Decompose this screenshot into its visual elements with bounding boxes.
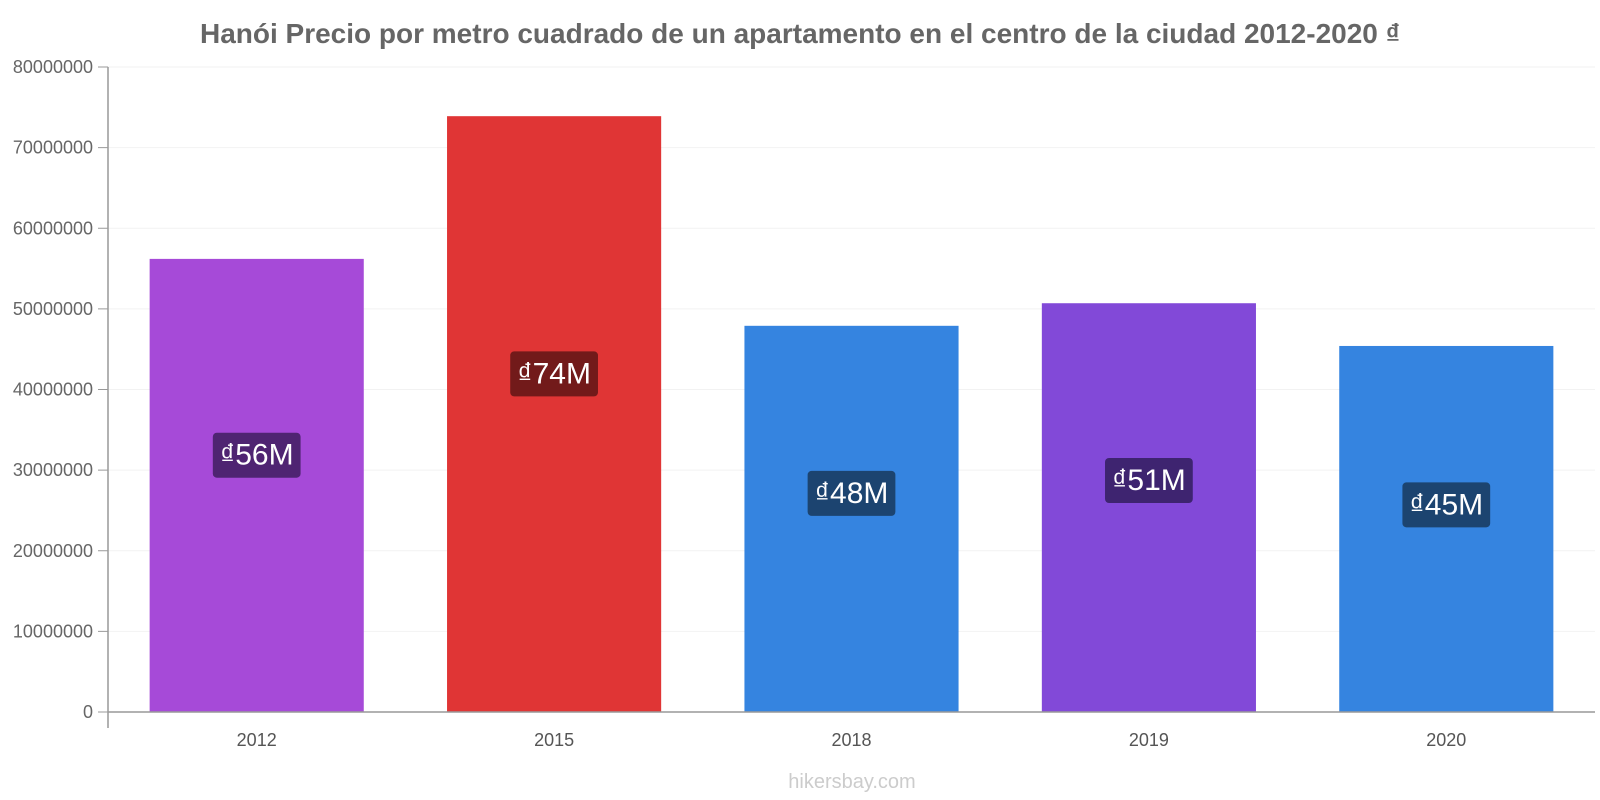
source-watermark: hikersbay.com [788, 771, 915, 793]
value-labels: ₫56M ₫74M ₫48M ₫51M ₫45M [212, 351, 1491, 528]
y-tick-label: 10000000 [13, 621, 93, 641]
x-tick-label: 2019 [1129, 730, 1169, 750]
y-tick-label: 40000000 [13, 380, 93, 400]
y-tick-label: 20000000 [13, 541, 93, 561]
data-label: ₫48M [815, 477, 889, 510]
x-tick-label: 2015 [534, 730, 574, 750]
data-label-background [510, 351, 598, 397]
data-label: ₫51M [1112, 464, 1186, 497]
data-label-background [807, 470, 896, 516]
bars [149, 116, 1554, 712]
bar-2018 [744, 325, 959, 712]
data-label: ₫45M [1409, 488, 1483, 521]
bar-2020 [1339, 345, 1554, 712]
chart-title: Hanói Precio por metro cuadrado de un ap… [200, 18, 1400, 49]
y-tick-label: 80000000 [13, 57, 93, 77]
y-tick-label: 0 [83, 702, 93, 722]
x-tick-label: 2012 [237, 730, 277, 750]
data-label-background [212, 432, 301, 478]
bar-2012 [149, 258, 364, 712]
y-tick-label: 70000000 [13, 138, 93, 158]
data-label-background [1105, 458, 1193, 504]
x-tick-label: 2020 [1426, 730, 1466, 750]
data-label-background [1402, 482, 1491, 528]
bar-2019 [1041, 303, 1256, 712]
bar-2015 [447, 116, 662, 712]
y-tick-label: 60000000 [13, 218, 93, 238]
data-label: ₫56M [220, 439, 294, 472]
axes: 0 10000000 20000000 30000000 40000000 5000000… [13, 57, 1595, 750]
x-tick-label: 2018 [831, 730, 871, 750]
data-label: ₫74M [517, 357, 591, 390]
y-tick-label: 30000000 [13, 460, 93, 480]
y-tick-label: 50000000 [13, 299, 93, 319]
